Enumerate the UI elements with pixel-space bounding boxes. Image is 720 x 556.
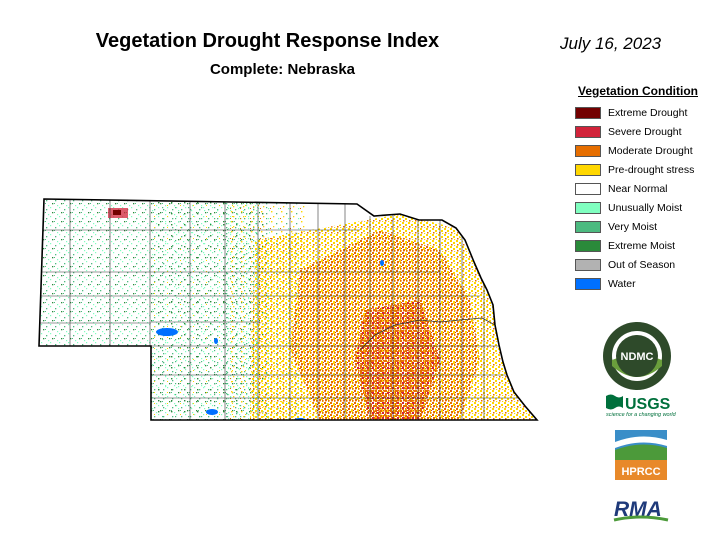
water-body bbox=[380, 260, 384, 266]
legend-item-unusually-moist: Unusually Moist bbox=[575, 198, 694, 217]
nebraska-map bbox=[38, 198, 538, 421]
legend-swatch bbox=[575, 201, 601, 214]
legend-swatch bbox=[575, 144, 601, 157]
legend-swatch bbox=[575, 220, 601, 233]
legend-label: Very Moist bbox=[608, 220, 658, 233]
map-subtitle: Complete: Nebraska bbox=[209, 61, 356, 78]
legend-label: Out of Season bbox=[608, 258, 676, 271]
usgs-logo-graphic: USGS science for a changing world bbox=[606, 394, 677, 418]
legend-swatch bbox=[575, 106, 601, 119]
vegetation-condition-raster bbox=[39, 199, 537, 420]
usgs-tagline: science for a changing world bbox=[606, 412, 677, 418]
legend-item-very-moist: Very Moist bbox=[575, 217, 694, 236]
rma-logo-text: RMA bbox=[614, 498, 662, 521]
hprcc-logo-text: HPRCC bbox=[621, 466, 660, 478]
legend-label: Extreme Drought bbox=[608, 106, 688, 119]
water-body bbox=[294, 418, 306, 420]
legend-item-moderate-drought: Moderate Drought bbox=[575, 141, 694, 160]
rma-logo: RMA bbox=[613, 498, 669, 522]
legend-label: Severe Drought bbox=[608, 125, 682, 138]
legend-label: Pre-drought stress bbox=[608, 163, 695, 176]
usgs-logo: USGS science for a changing world bbox=[605, 392, 685, 418]
legend-swatch bbox=[575, 258, 601, 271]
legend-item-extreme-moist: Extreme Moist bbox=[575, 236, 694, 255]
usgs-logo-text: USGS bbox=[625, 396, 671, 413]
legend-label: Unusually Moist bbox=[608, 201, 683, 214]
legend-label: Extreme Moist bbox=[608, 239, 676, 252]
legend-item-near-normal: Near Normal bbox=[575, 179, 694, 198]
ndmc-logo-text: NDMC bbox=[621, 351, 654, 363]
water-body bbox=[156, 328, 178, 336]
legend-item-out-of-season: Out of Season bbox=[575, 255, 694, 274]
hprcc-logo: HPRCC bbox=[615, 430, 667, 480]
county-boundaries bbox=[39, 199, 520, 420]
legend-swatch bbox=[575, 277, 601, 290]
legend-label: Moderate Drought bbox=[608, 144, 693, 157]
legend-swatch bbox=[575, 163, 601, 176]
river bbox=[359, 317, 496, 351]
water-body bbox=[206, 409, 218, 415]
legend-swatch bbox=[575, 239, 601, 252]
legend-item-pre-drought-stress: Pre-drought stress bbox=[575, 160, 694, 179]
legend-item-water: Water bbox=[575, 274, 694, 293]
map-title: Vegetation Drought Response Index bbox=[95, 30, 440, 52]
legend-label: Water bbox=[608, 277, 636, 290]
legend: Extreme Drought Severe Drought Moderate … bbox=[575, 103, 694, 293]
legend-item-extreme-drought: Extreme Drought bbox=[575, 103, 694, 122]
legend-label: Near Normal bbox=[608, 182, 668, 195]
legend-swatch bbox=[575, 182, 601, 195]
water-body bbox=[214, 338, 218, 344]
ndmc-logo: NDMC bbox=[603, 322, 671, 390]
legend-swatch bbox=[575, 125, 601, 138]
map-date: July 16, 2023 bbox=[560, 34, 662, 53]
legend-item-severe-drought: Severe Drought bbox=[575, 122, 694, 141]
legend-title: Vegetation Condition bbox=[578, 84, 698, 98]
